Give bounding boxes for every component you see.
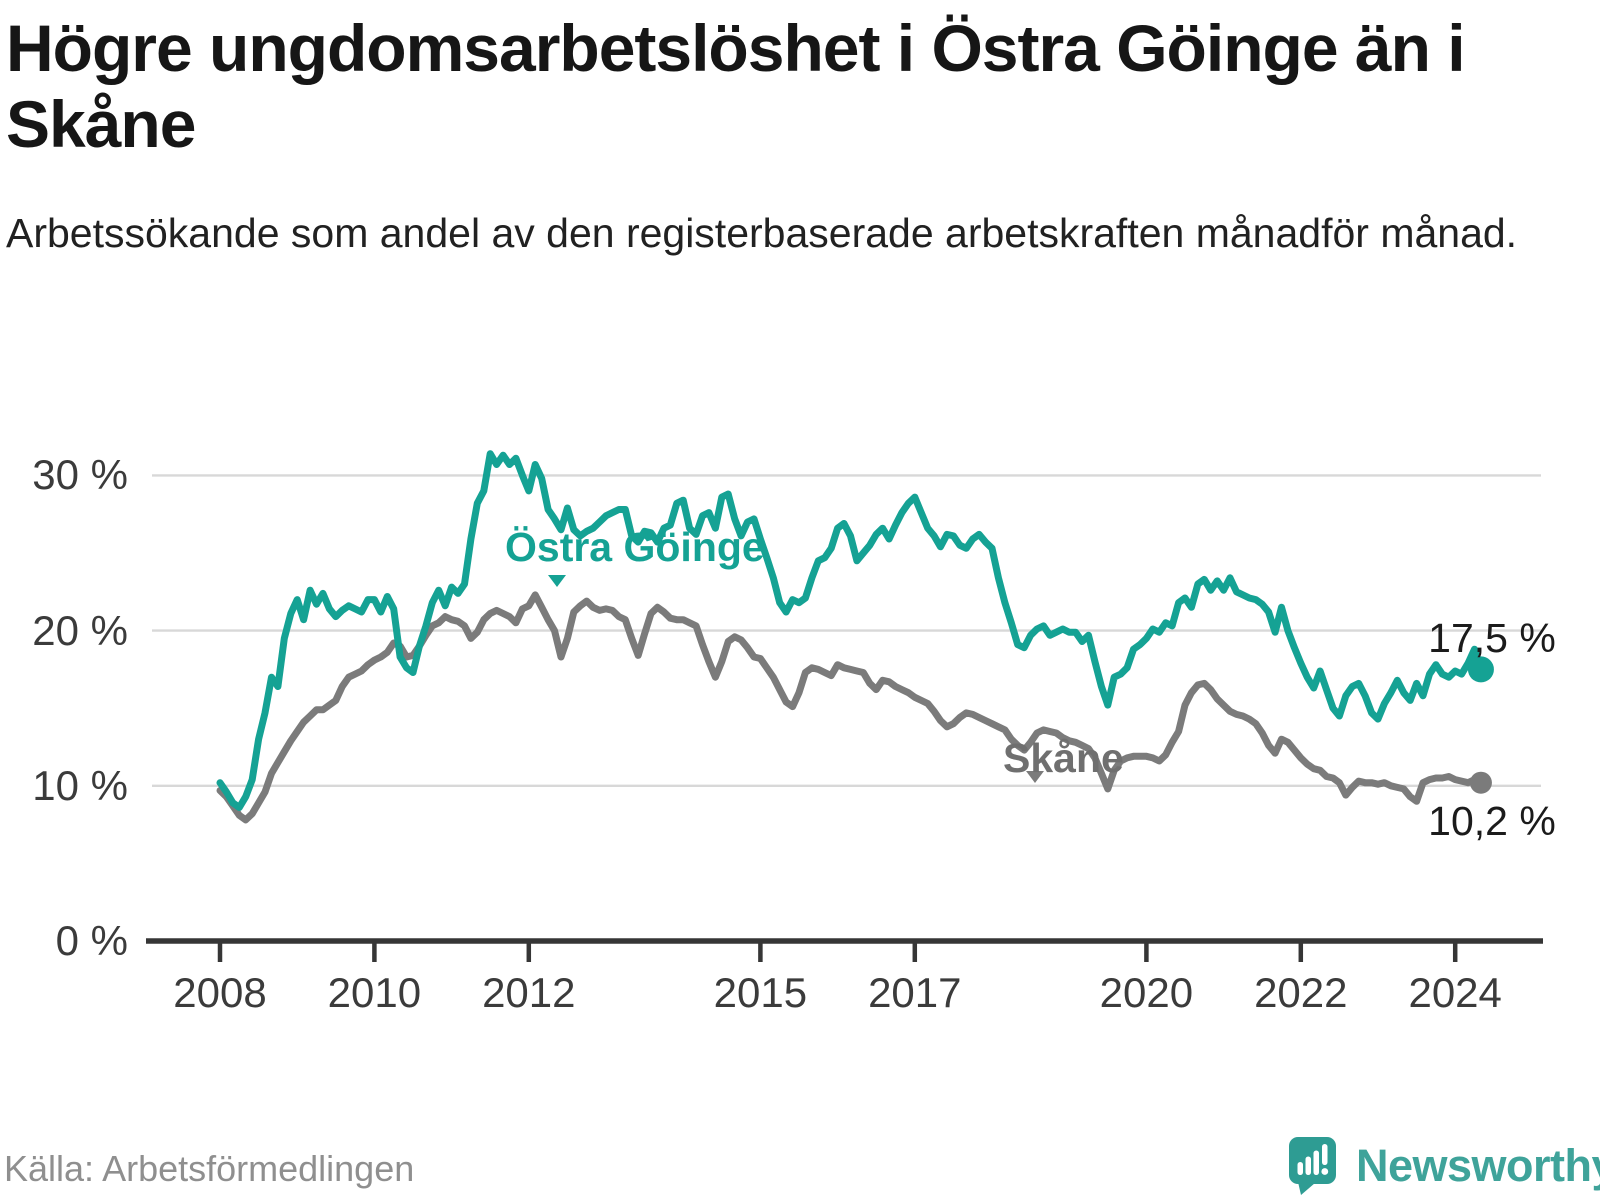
- y-axis-label: 20 %: [32, 606, 128, 654]
- series-lines: [216, 450, 1485, 824]
- series-label-skane: Skåne: [1003, 735, 1124, 781]
- y-axis-label: 10 %: [32, 761, 128, 809]
- x-axis-label: 2022: [1254, 969, 1348, 1016]
- x-axis-label: 2020: [1099, 969, 1194, 1016]
- x-axis-label: 2010: [327, 969, 422, 1016]
- chart-subtitle: Arbetssökande som andel av den registerb…: [6, 205, 1576, 262]
- y-axis-label: 0 %: [55, 917, 128, 964]
- brand-link[interactable]: Newsworthy: [1288, 1136, 1600, 1196]
- chart-subtitle-line-1: Arbetssökande som andel av den registerb…: [6, 210, 1322, 256]
- chart-subtitle-line-2: för månad.: [1321, 210, 1518, 256]
- series-line-skane: [216, 591, 1485, 824]
- page-title-line-2: Skåne: [6, 87, 196, 161]
- y-axis-label: 30 %: [32, 451, 128, 499]
- end-value-label-skane: 10,2 %: [1428, 798, 1556, 844]
- page-title-line-1: Högre ungdomsarbetslöshet i Östra Göinge…: [6, 11, 1466, 85]
- series-line-ostra-goinge: [216, 450, 1485, 811]
- brand-name: Newsworthy: [1356, 1140, 1600, 1191]
- x-axis-label: 2024: [1408, 969, 1502, 1016]
- end-point-skane: [1469, 771, 1492, 794]
- end-value-label-ostra-goinge: 17,5 %: [1428, 615, 1556, 661]
- end-point-markers: [1467, 656, 1494, 794]
- series-label-pointers: [548, 575, 1044, 783]
- x-axis: [146, 938, 1543, 962]
- source-note: Källa: Arbetsförmedlingen: [4, 1148, 415, 1189]
- newsworthy-logo-icon: [1289, 1137, 1336, 1195]
- x-axis-label: 2017: [868, 969, 962, 1016]
- x-axis-label: 2012: [482, 969, 576, 1016]
- gridlines: [152, 474, 1541, 787]
- label-pointer-ostra-goinge: [548, 575, 566, 587]
- series-label-ostra-goinge: Östra Göinge: [505, 524, 765, 570]
- page-title: Högre ungdomsarbetslöshet i Östra Göinge…: [6, 10, 1566, 162]
- x-axis-label: 2008: [173, 969, 267, 1016]
- x-axis-label: 2015: [713, 969, 808, 1016]
